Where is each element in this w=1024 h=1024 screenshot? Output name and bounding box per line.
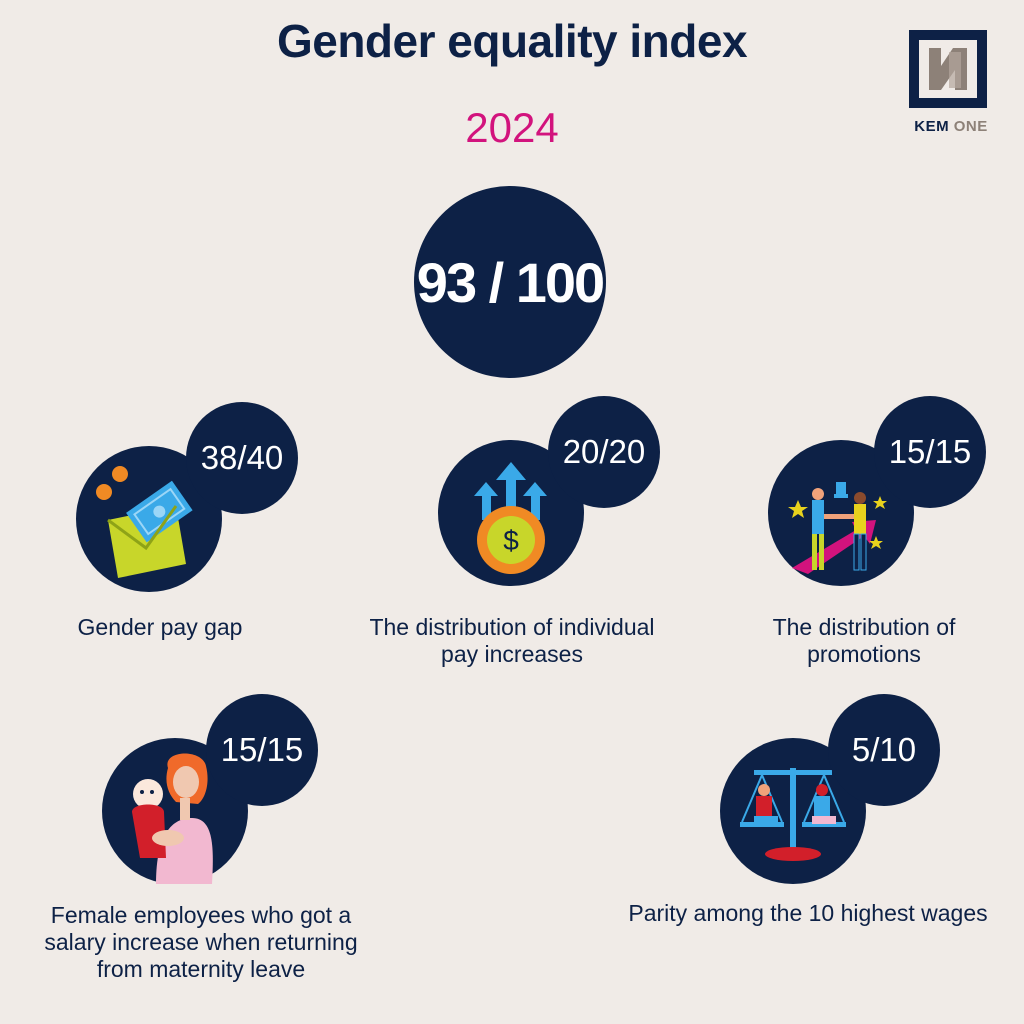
score-badge: 15/15 [874,396,986,508]
indicator-maternity-leave: 15/15 [102,694,332,894]
svg-text:$: $ [503,525,519,556]
indicator-label: The distribution of individual pay incre… [369,614,655,667]
indicator-label: The distribution of promotions [772,614,956,667]
logo-wordmark: KEM ONE [914,118,988,135]
year-label: 2024 [465,104,559,151]
page-title: Gender equality index [276,15,748,67]
score-badge: 5/10 [828,694,940,806]
score-badge: 15/15 [206,694,318,806]
dollar-coin-arrows-icon: $ [438,440,584,586]
total-score-badge: 93 / 100 [414,186,606,378]
logo-mark [909,30,987,108]
indicator-label: Gender pay gap [77,614,243,640]
indicator-highest-wages-parity: 5/10 [720,694,950,894]
indicator-label: Parity among the 10 highest wages [628,900,988,926]
indicator-label: Female employees who got a salary increa… [44,902,358,982]
indicator-gender-pay-gap: 38/40 [76,402,306,602]
indicator-promotions: 15/15 [768,396,998,596]
score-badge: 20/20 [548,396,660,508]
kem-one-logo: KEM ONE [906,30,996,138]
indicator-pay-increases: $ 20/20 [438,396,668,596]
score-badge: 38/40 [186,402,298,514]
